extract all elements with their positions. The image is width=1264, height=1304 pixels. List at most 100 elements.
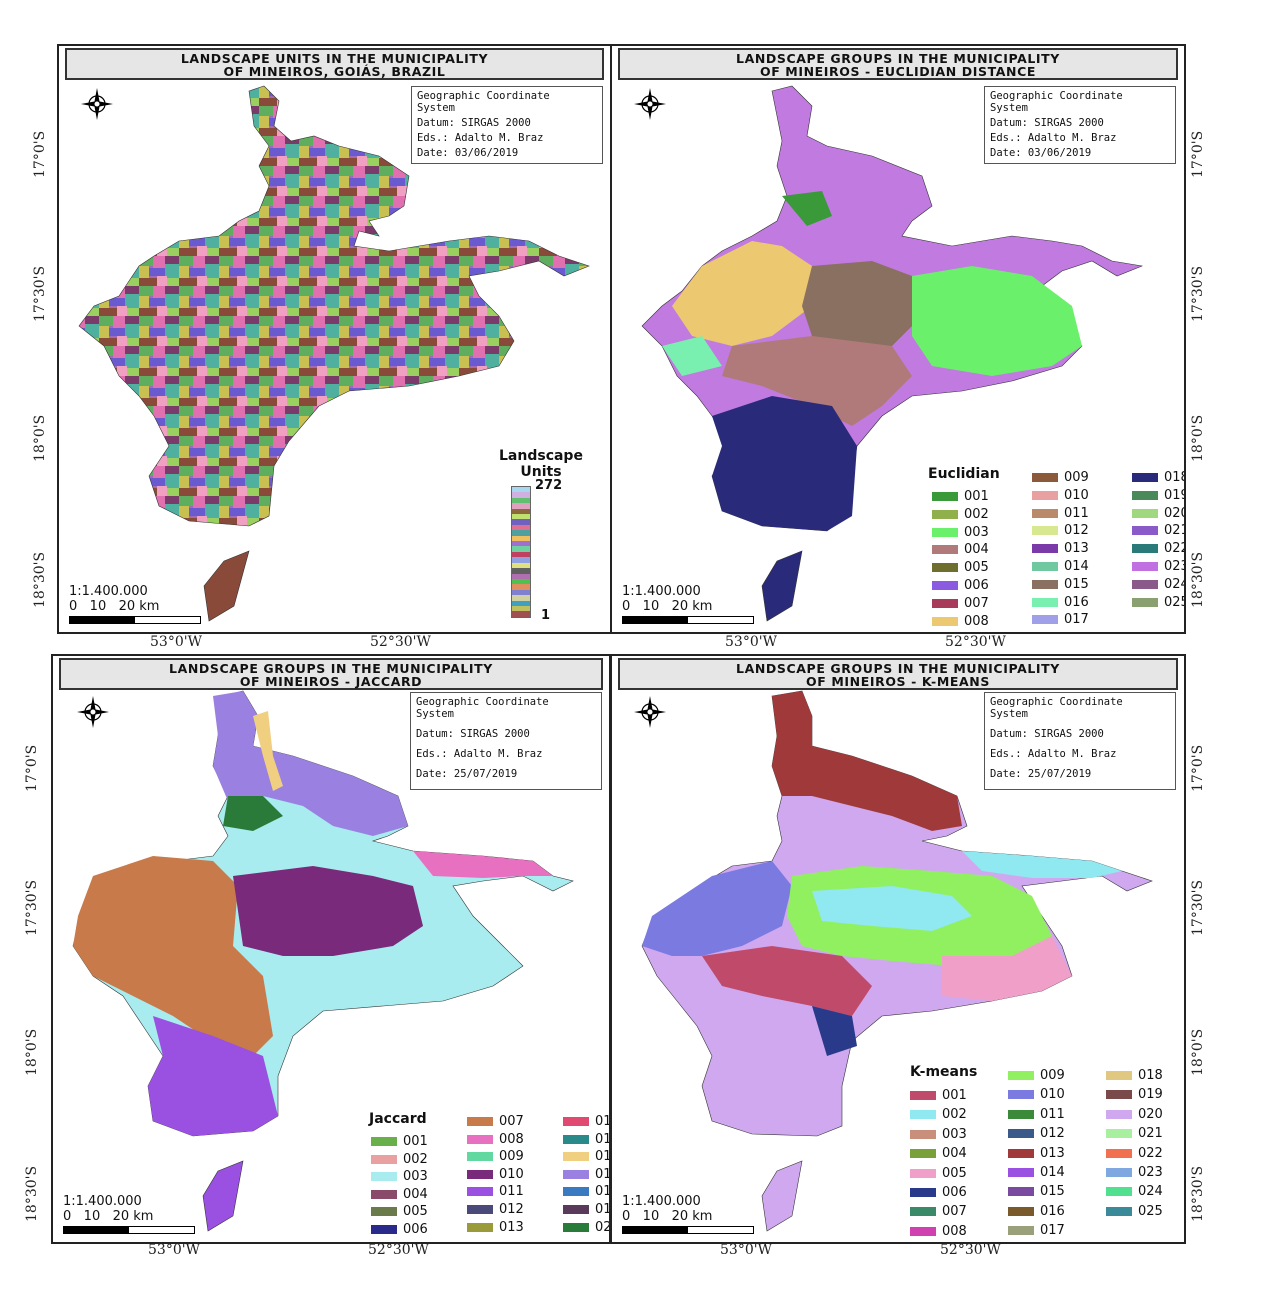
- legend-swatch: [371, 1207, 397, 1217]
- legend-swatch: [932, 616, 958, 626]
- ramp-swatch: [512, 578, 530, 585]
- map-panel-euclidian: LANDSCAPE GROUPS IN THE MUNICIPALITY OF …: [610, 44, 1186, 634]
- legend-subtitle: Units: [520, 464, 562, 480]
- scale-bar-graphic: [63, 1226, 195, 1234]
- legend-label: 010: [1064, 487, 1089, 503]
- legend-jaccard: Jaccard: [369, 1111, 427, 1127]
- legend-swatch: [1008, 1090, 1034, 1100]
- legend-item: 014: [563, 1114, 611, 1129]
- legend-item: 006: [932, 578, 989, 593]
- legend-label: 017: [1064, 612, 1089, 628]
- legend-swatch: [467, 1205, 493, 1214]
- legend-item: 010: [1008, 1087, 1065, 1102]
- legend-swatch: [932, 545, 958, 555]
- legend-swatch: [1032, 508, 1058, 518]
- color-ramp: [511, 486, 531, 618]
- legend-item: 005: [371, 1204, 428, 1219]
- legend-item: 015: [1008, 1184, 1065, 1199]
- ramp-swatch: [512, 524, 530, 531]
- lon-label: 52°30'W: [370, 634, 431, 650]
- legend-label: 022: [1164, 541, 1184, 557]
- lat-label: 17°30'S: [1190, 265, 1206, 322]
- ramp-swatch: [512, 519, 530, 525]
- legend-label: 014: [595, 1114, 611, 1129]
- ramp-swatch: [512, 562, 530, 569]
- ramp-swatch: [512, 589, 530, 596]
- map-title-line2: OF MINEIROS, GOIÁS, BRAZIL: [223, 64, 446, 79]
- legend-swatch: [1132, 473, 1158, 482]
- scale-ratio: 1:1.400.000: [63, 1194, 142, 1209]
- legend-label: 001: [942, 1088, 967, 1103]
- legend-label: 006: [942, 1185, 967, 1200]
- ramp-swatch: [512, 584, 530, 590]
- lat-label: 18°30'S: [24, 1165, 40, 1222]
- legend-swatch: [1032, 579, 1058, 589]
- ramp-swatch: [512, 611, 530, 617]
- legend-item: 024: [1106, 1184, 1163, 1199]
- legend-swatch: [910, 1091, 936, 1100]
- legend-label: 020: [1164, 505, 1184, 521]
- legend-euclidian: Euclidian: [928, 466, 1000, 482]
- scale-ratio: 1:1.400.000: [622, 584, 701, 599]
- legend-label: 015: [1064, 576, 1089, 592]
- legend-item: 017: [563, 1167, 609, 1182]
- legend-label: 019: [1164, 487, 1184, 503]
- legend-label: 016: [1064, 594, 1089, 610]
- legend-label: 021: [1138, 1126, 1163, 1142]
- legend-label: 010: [1040, 1087, 1065, 1103]
- legend-title: Landscape: [499, 448, 583, 464]
- legend-label: 023: [1164, 559, 1184, 574]
- legend-swatch: [1032, 615, 1058, 625]
- map-title-line2: OF MINEIROS - JACCARD: [239, 674, 423, 689]
- legend-label: 023: [1138, 1165, 1163, 1180]
- legend-item: 024: [1132, 577, 1184, 592]
- legend-items-euclidian: 001 002 003 004 005 006 007 008 009 010 011 012 013 0…: [612, 46, 1184, 632]
- legend-label: 004: [964, 542, 989, 558]
- legend-item: 013: [467, 1220, 524, 1235]
- legend-item: 015: [563, 1132, 609, 1147]
- legend-item: 020: [1106, 1107, 1163, 1122]
- legend-label: 025: [1138, 1203, 1163, 1219]
- legend-swatch: [1132, 579, 1158, 589]
- ramp-swatch: [512, 573, 530, 579]
- map-panel-landscape-units: LANDSCAPE UNITS IN THE MUNICIPALITY OF M…: [57, 44, 612, 634]
- legend-label: 007: [964, 595, 989, 611]
- legend-label: 002: [942, 1107, 967, 1123]
- legend-item: 018: [1106, 1068, 1163, 1083]
- legend-swatch: [1032, 526, 1058, 536]
- legend-item: 010: [467, 1167, 524, 1182]
- scale-bar: 1:1.400.000 0 10 20 km: [63, 1194, 195, 1234]
- legend-item: 016: [1008, 1204, 1065, 1219]
- legend-item: 008: [910, 1224, 967, 1239]
- lat-label: 18°30'S: [32, 551, 48, 608]
- legend-items-kmeans: 001 002 003 004 005 006 007 008 009 010 011 012 013 0…: [612, 656, 1184, 1242]
- legend-swatch: [910, 1110, 936, 1120]
- legend-label: 009: [1064, 470, 1089, 485]
- legend-item: 004: [371, 1187, 428, 1202]
- lon-label: 52°30'W: [940, 1242, 1001, 1258]
- legend-item: 012: [467, 1202, 524, 1217]
- scale-bar: 1:1.400.000 0 10 20 km: [69, 584, 201, 624]
- legend-swatch: [1106, 1168, 1132, 1177]
- legend-label: 013: [1064, 541, 1089, 557]
- legend-label: 015: [1040, 1184, 1065, 1200]
- map-title: LANDSCAPE GROUPS IN THE MUNICIPALITY OF …: [618, 48, 1178, 80]
- metadata-box: Geographic Coordinate System Datum: SIRG…: [984, 692, 1176, 790]
- lon-label: 53°0'W: [148, 1242, 200, 1258]
- legend-label: 016: [595, 1149, 611, 1165]
- legend-swatch: [563, 1169, 589, 1179]
- legend-swatch: [1132, 526, 1158, 536]
- info-line: Date: 03/06/2019: [417, 147, 519, 159]
- legend-item: 001: [932, 489, 989, 504]
- legend-label: 024: [1138, 1184, 1163, 1200]
- legend-label: 020: [595, 1219, 611, 1235]
- legend-item: 023: [1132, 559, 1184, 574]
- legend-label: 001: [403, 1134, 428, 1149]
- metadata-box: Geographic Coordinate System Datum: SIRG…: [984, 86, 1176, 164]
- legend-label: 011: [1040, 1106, 1065, 1122]
- ramp-swatch: [512, 487, 530, 493]
- legend-swatch: [563, 1134, 589, 1144]
- map-title-line1: LANDSCAPE GROUPS IN THE MUNICIPALITY: [736, 51, 1060, 66]
- legend-item: 019: [563, 1202, 609, 1217]
- legend-swatch: [932, 581, 958, 590]
